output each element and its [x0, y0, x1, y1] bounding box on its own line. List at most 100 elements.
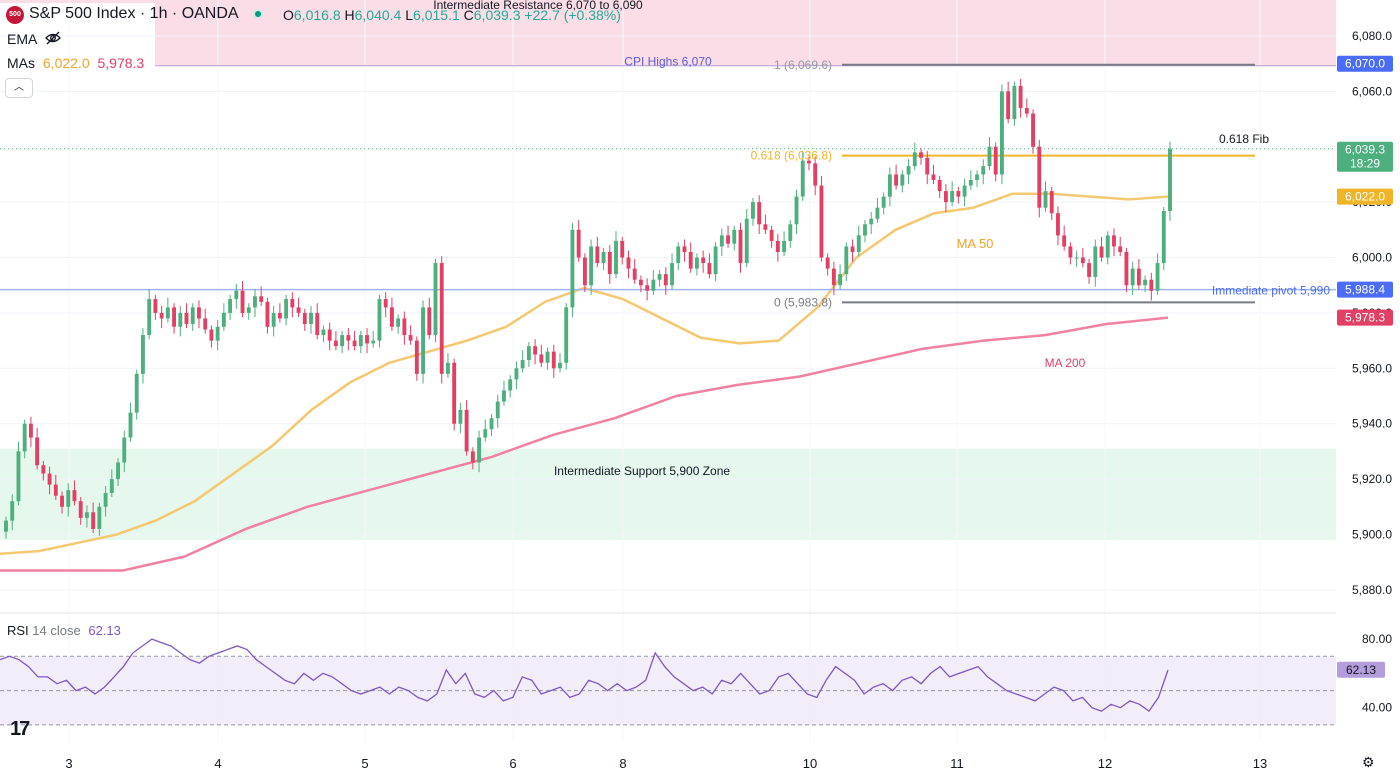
- candle-body: [775, 240, 780, 252]
- candle-body: [190, 307, 195, 324]
- price-label-badge: [1337, 188, 1393, 205]
- candle-body: [433, 263, 438, 336]
- candle-body: [184, 312, 189, 324]
- candle-body: [919, 152, 923, 158]
- rsi-legend[interactable]: RSI 14 close 62.13: [7, 623, 121, 638]
- candle-body: [290, 299, 295, 308]
- candle-body: [147, 299, 152, 336]
- candle-body: [539, 354, 544, 363]
- candle-body: [807, 160, 811, 164]
- resistance-zone: [155, 0, 1336, 66]
- ema-indicator-label[interactable]: EMA: [7, 31, 38, 47]
- candle-body: [1136, 268, 1141, 286]
- ma50-value: 6,022.0: [42, 55, 90, 71]
- candle-body: [943, 191, 948, 203]
- candle-body: [788, 224, 793, 241]
- candle-body: [84, 512, 89, 518]
- candle-body: [1074, 257, 1079, 259]
- price-label-countdown: 18:29: [1350, 157, 1380, 171]
- candle-body: [1031, 113, 1035, 147]
- candle-body: [850, 246, 855, 252]
- time-tick-label: 6: [509, 756, 516, 771]
- ma50-line: [0, 192, 1169, 556]
- price-tick-label: 5,960.0: [1352, 361, 1392, 375]
- candle-body: [956, 191, 961, 197]
- candle-body: [284, 299, 289, 319]
- low-value: 6,015.1: [413, 7, 460, 23]
- candle-body: [377, 299, 382, 341]
- candle-body: [526, 346, 531, 360]
- candle-body: [545, 351, 550, 363]
- levels-layer: [0, 63, 1336, 304]
- candle-body: [389, 307, 394, 327]
- rsi-value: 62.13: [88, 623, 121, 638]
- candle-body: [134, 373, 139, 413]
- candle-body: [794, 196, 799, 225]
- rsi-tick-label: 40.00: [1362, 701, 1392, 715]
- candle-body: [1087, 263, 1092, 277]
- time-tick-label: 3: [65, 756, 72, 771]
- candle-body: [887, 174, 892, 197]
- ma200-value: 5,978.3: [97, 55, 145, 71]
- candle-body: [1112, 235, 1116, 247]
- open-label: O: [283, 7, 294, 23]
- candle-body: [701, 257, 706, 264]
- candle-body: [769, 229, 774, 241]
- candle-body: [589, 246, 594, 286]
- candle-body: [601, 252, 606, 264]
- candle-body: [819, 185, 824, 258]
- change-value: +22.7 (+0.38%): [524, 7, 621, 23]
- candle-body: [831, 268, 836, 286]
- candle-body: [638, 279, 643, 286]
- candle-body: [1168, 148, 1172, 212]
- candle-body: [1000, 91, 1004, 175]
- candle-body: [894, 174, 899, 186]
- candle-body: [159, 312, 164, 319]
- candle-body: [1118, 246, 1123, 252]
- fib-618-note: 0.618 Fib: [1219, 132, 1269, 146]
- collapse-legend-button[interactable]: ︿: [5, 78, 33, 98]
- candle-body: [296, 307, 301, 313]
- candle-body: [558, 362, 562, 369]
- candle-body: [315, 312, 320, 336]
- candle-body: [439, 263, 444, 374]
- candle-body: [1080, 257, 1085, 264]
- candle-body: [1161, 211, 1166, 264]
- tradingview-logo-icon[interactable]: 17: [10, 718, 30, 740]
- candle-body: [203, 318, 208, 330]
- candle-body: [570, 229, 575, 308]
- candle-body: [16, 451, 21, 502]
- time-tick-label: 4: [214, 756, 221, 771]
- candle-body: [427, 307, 432, 336]
- settings-gear-icon[interactable]: ⚙: [1362, 754, 1375, 770]
- candle-body: [1018, 85, 1023, 108]
- resistance-annotation: Intermediate Resistance 6,070 to 6,090: [433, 0, 643, 12]
- candle-body: [172, 307, 176, 327]
- annotations-layer: Intermediate Resistance 6,070 to 6,090 CP…: [433, 0, 1330, 478]
- candle-body: [981, 166, 986, 175]
- candle-body: [670, 263, 674, 286]
- price-tick-label: 5,940.0: [1352, 417, 1392, 431]
- candle-body: [838, 274, 843, 286]
- close-label: C: [463, 7, 474, 23]
- ma200-line: [0, 316, 1169, 572]
- candle-body: [35, 437, 40, 466]
- eye-hidden-icon[interactable]: [44, 30, 62, 49]
- candle-body: [881, 196, 886, 208]
- candle-body: [1006, 91, 1011, 120]
- candle-body: [688, 252, 693, 269]
- rsi-params: 14 close: [32, 623, 81, 638]
- candle-body: [277, 312, 282, 319]
- time-tick-label: 13: [1253, 756, 1267, 771]
- support-zone: [0, 448, 1336, 540]
- candle-body: [352, 340, 357, 347]
- symbol-title[interactable]: S&P 500 Index · 1h · OANDA: [29, 5, 239, 22]
- candle-body: [1155, 263, 1160, 291]
- candle-body: [564, 307, 569, 363]
- top-resistance-strip: [0, 0, 1336, 3]
- time-tick-label: 12: [1098, 756, 1112, 771]
- candle-body: [477, 437, 481, 463]
- price-label-badge: [1337, 55, 1393, 72]
- mas-indicator[interactable]: MAs 6,022.0 5,978.3: [7, 55, 144, 71]
